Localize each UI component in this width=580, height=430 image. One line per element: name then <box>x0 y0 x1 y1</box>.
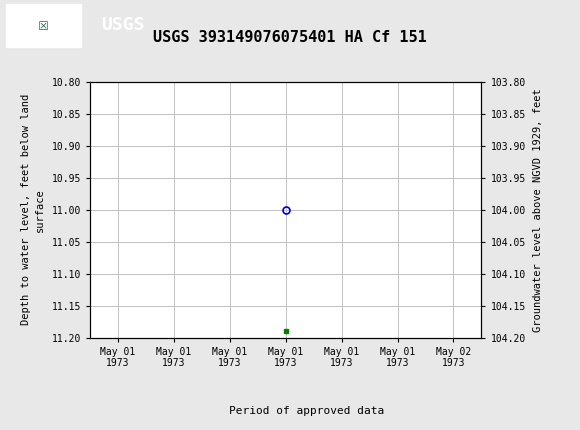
Bar <box>6 4 81 47</box>
Text: ☒: ☒ <box>38 16 49 34</box>
Text: Period of approved data: Period of approved data <box>229 405 385 416</box>
Y-axis label: Groundwater level above NGVD 1929, feet: Groundwater level above NGVD 1929, feet <box>532 88 543 332</box>
Text: USGS: USGS <box>102 16 145 34</box>
Text: USGS 393149076075401 HA Cf 151: USGS 393149076075401 HA Cf 151 <box>153 30 427 45</box>
Y-axis label: Depth to water level, feet below land
surface: Depth to water level, feet below land su… <box>21 94 45 325</box>
